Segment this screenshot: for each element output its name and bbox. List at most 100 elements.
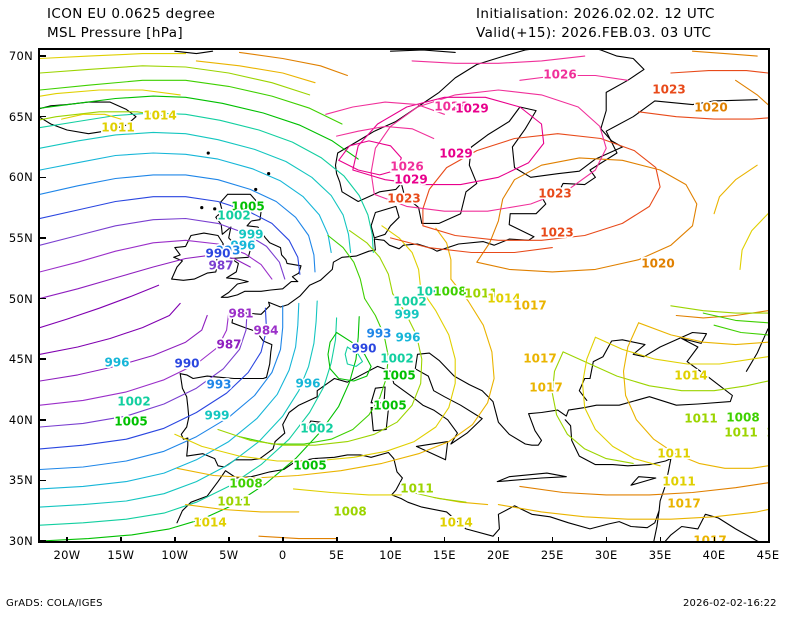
contour-value-label: 990 (174, 357, 199, 371)
y-axis-tick-mark (40, 358, 46, 360)
contour-label-halo: 987 (208, 259, 233, 273)
contour-label-halo: 1014 (487, 292, 520, 306)
x-axis-tick-label: 40E (702, 548, 726, 562)
contour-label-halo: 984 (253, 324, 278, 338)
contour-label-halo: 1008 (333, 505, 366, 519)
contour-label-halo: 1011 (766, 426, 768, 440)
contour-label-halo: 1011 (101, 121, 134, 135)
contour-value-label: 1008 (229, 477, 262, 491)
contour-label-halo: 1011 (684, 412, 717, 426)
coastline-europe-north (179, 99, 758, 380)
contour-line-1011 (40, 111, 170, 121)
x-axis-tick-label: 45E (756, 548, 780, 562)
contour-line-1026 (325, 101, 445, 115)
contour-label-halo: 999 (394, 308, 419, 322)
x-axis-tick-label: 20W (53, 548, 81, 562)
contour-value-label: 993 (206, 378, 231, 392)
contour-value-label: 1002 (117, 395, 150, 409)
contour-label-halo: 996 (230, 239, 255, 253)
contour-line-990 (40, 196, 301, 275)
contour-line-1008 (327, 234, 366, 300)
contour-line-987 (40, 310, 248, 428)
contour-label-halo: 1020 (694, 101, 727, 115)
contour-line-1014 (174, 288, 456, 462)
contour-line-1023 (670, 70, 768, 74)
contour-value-label: 990 (205, 247, 230, 261)
contour-label-halo: 1023 (652, 83, 685, 97)
x-axis-tick-mark (659, 537, 662, 543)
contour-line-1029 (352, 96, 545, 186)
contour-value-label: 999 (394, 308, 419, 322)
contour-label-halo: 1011 (724, 426, 757, 440)
contour-label-halo: 1011 (657, 447, 690, 461)
contour-line-1011 (551, 351, 634, 464)
contour-label-halo: 1014 (674, 369, 707, 383)
valid-time: Valid(+15): 2026.FEB.03. 03 UTC (476, 25, 712, 41)
contour-value-label: 1011 (766, 426, 768, 440)
contour-label-halo: 1011 (217, 495, 250, 509)
x-axis-tick-label: 25E (540, 548, 564, 562)
contour-value-label: 1020 (641, 257, 674, 271)
contour-line-993 (40, 305, 284, 471)
contour-value-label: 1005 (373, 399, 406, 413)
coastline-island-dot (200, 206, 204, 210)
y-axis-tick-label: 70N (8, 49, 33, 64)
contour-label-halo: 1017 (693, 534, 726, 542)
contour-line-1011 (562, 351, 768, 392)
contour-line-1008 (702, 312, 768, 324)
contour-value-label: 1011 (657, 447, 690, 461)
contour-value-label: 996 (295, 377, 320, 391)
y-axis-tick-label: 30N (8, 534, 33, 548)
contour-line-1017 (713, 164, 758, 215)
coastline-sicily (415, 441, 449, 461)
contour-value-label: 1014 (674, 369, 707, 383)
x-axis-tick-label: 35E (648, 548, 672, 562)
contour-value-label: 1002 (300, 422, 333, 436)
contour-line-1026 (411, 55, 586, 64)
contour-value-label: 1001 (416, 285, 449, 299)
x-axis-tick-mark (443, 537, 446, 543)
contour-line-1017 (435, 227, 452, 280)
contour-line-1008 (713, 324, 768, 336)
y-axis-tick-mark (40, 115, 46, 118)
x-axis-tick-mark (713, 537, 716, 543)
contour-label-halo: 1008 (726, 411, 759, 425)
coastline-arabia (653, 510, 759, 541)
contour-line-1011 (348, 230, 394, 295)
contour-line-996 (40, 152, 332, 254)
contour-line-978 (40, 302, 181, 355)
contour-label-halo: 1008 (229, 477, 262, 491)
contour-line-987 (40, 217, 286, 280)
coastline-arctic-fringe (389, 50, 456, 53)
contour-value-label: 1005 (231, 200, 264, 214)
contour-value-label: 1005 (293, 459, 326, 473)
contour-line-1014 (594, 336, 768, 365)
x-axis-tick-mark (767, 537, 769, 543)
contour-value-label: 1023 (540, 226, 573, 240)
contour-label-halo: 1017 (667, 497, 700, 511)
contour-value-label: 999 (238, 228, 263, 242)
y-axis-tick-label: 60N (8, 170, 33, 185)
contour-label-halo: 1002 (300, 422, 333, 436)
contour-line-1014 (40, 89, 181, 97)
contour-label-halo: 1005 (293, 459, 326, 473)
x-axis-tick-label: 5E (328, 548, 345, 562)
contour-value-label: 990 (351, 342, 376, 356)
contour-label-halo: 996 (295, 377, 320, 391)
x-axis-tick-mark (66, 537, 68, 543)
x-axis-tick-label: 15W (107, 548, 135, 562)
contour-line-1014 (739, 213, 768, 270)
y-axis-tick-label: 65N (8, 109, 33, 124)
contour-value-label: 1029 (455, 102, 488, 116)
contour-line-1017 (497, 504, 768, 520)
coastline-scandinavia (334, 50, 645, 224)
contour-line-978 (40, 284, 160, 329)
contour-line-1023 (638, 111, 768, 120)
contour-line-1023 (389, 237, 553, 254)
contour-value-label: 1026 (434, 100, 467, 114)
contour-line-1011 (411, 491, 467, 503)
contour-value-label: 1014 (193, 516, 226, 530)
contour-label-halo: 1011 (400, 482, 433, 496)
contour-label-halo: 993 (366, 327, 391, 341)
contour-value-label: 987 (216, 338, 241, 352)
